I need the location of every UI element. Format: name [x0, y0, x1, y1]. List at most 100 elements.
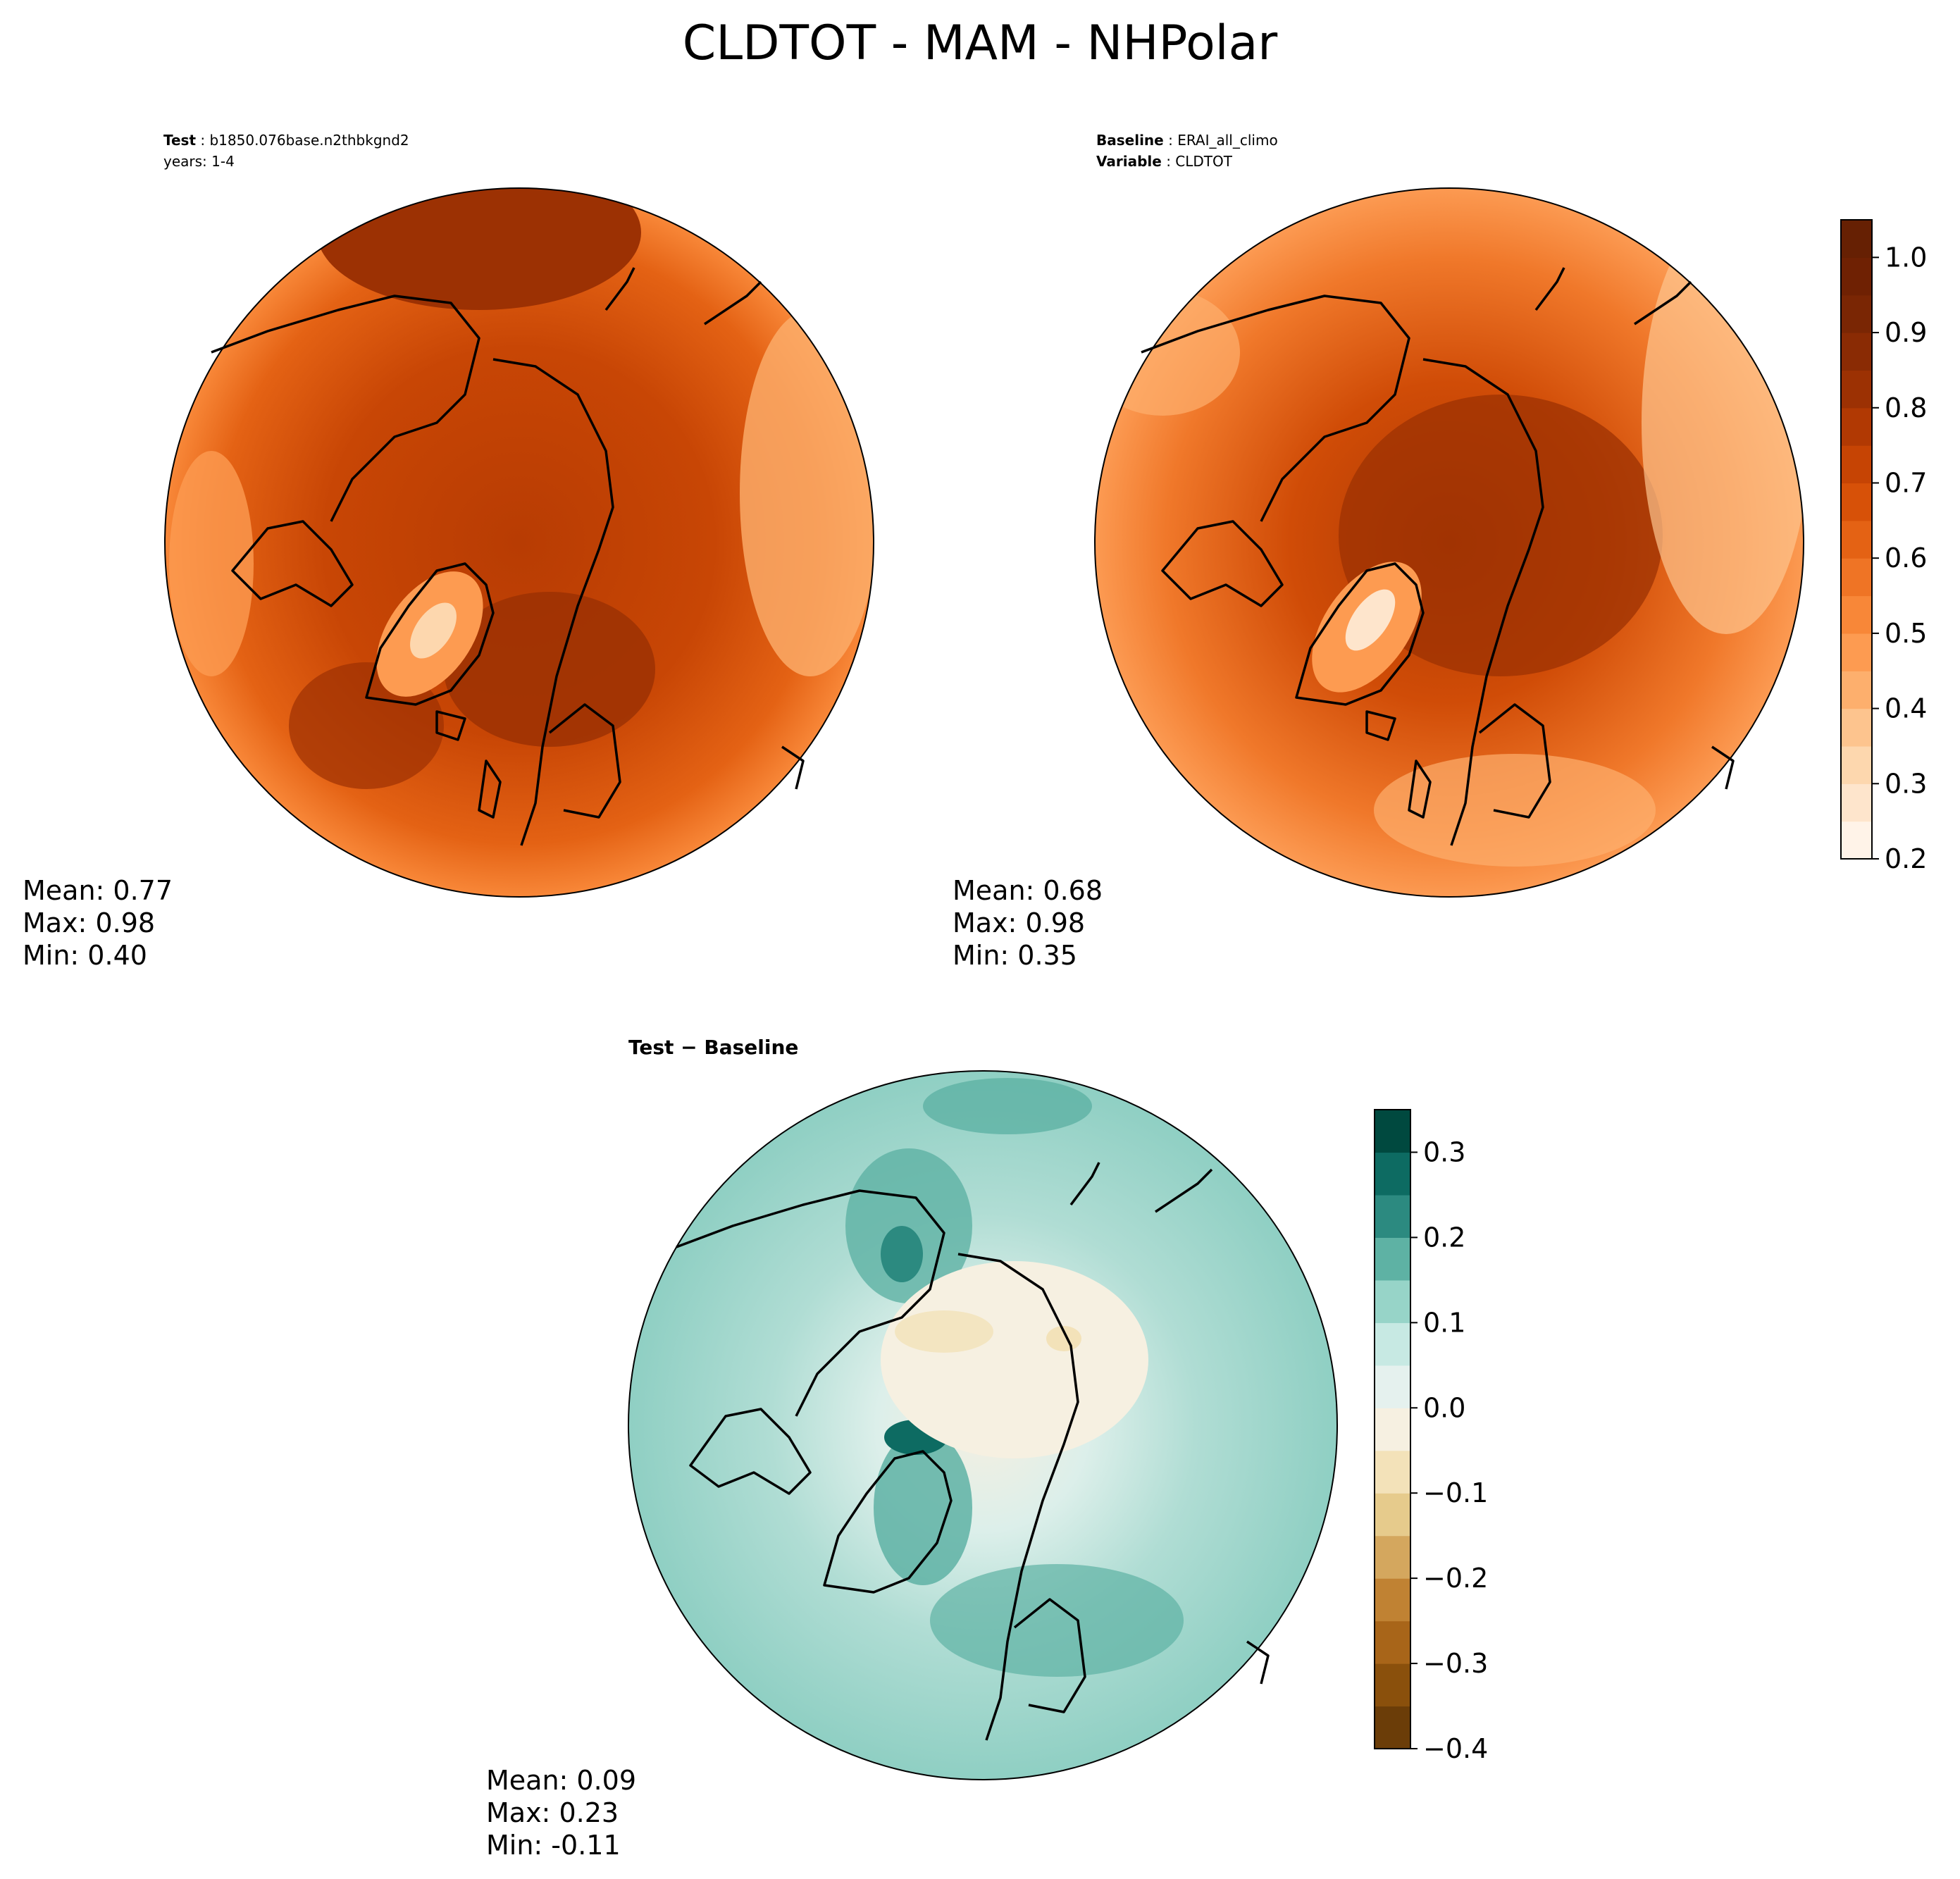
colorbar-segment [1375, 1110, 1410, 1153]
test-years: years: 1-4 [163, 153, 235, 170]
colorbar-segment [1841, 595, 1872, 634]
diff-map-regions [845, 1078, 1184, 1677]
colorbar-segment [1841, 671, 1872, 709]
diff-region-high-top [923, 1078, 1092, 1134]
colorbar-tick-label: −0.1 [1423, 1477, 1488, 1508]
colorbar-segment [1375, 1620, 1410, 1664]
colorbar-segment [1375, 1450, 1410, 1494]
colorbar-segment [1375, 1194, 1410, 1238]
test-region-high [317, 188, 641, 310]
colorbar-tick-label: 0.3 [1885, 768, 1927, 799]
baseline-region-low-nw [1095, 289, 1240, 416]
baseline-region-low-east [1642, 211, 1804, 634]
colorbar-segment [1841, 370, 1872, 409]
test-region-low-east [740, 310, 874, 676]
baseline-region-low-south [1374, 754, 1656, 867]
colorbar-segment [1841, 483, 1872, 521]
colorbar-segment [1841, 520, 1872, 559]
colorbar-segment [1375, 1408, 1410, 1451]
diff-min: Min: -0.11 [486, 1830, 621, 1861]
diff-max: Max: 0.23 [486, 1797, 619, 1828]
colorbar-segment [1841, 708, 1872, 747]
baseline-max: Max: 0.98 [953, 907, 1086, 938]
colorbar-tick-label: 0.8 [1885, 392, 1927, 423]
colorbar-segment [1375, 1578, 1410, 1622]
test-stats: Mean: 0.77 Max: 0.98 Min: 0.40 [23, 874, 173, 972]
test-case-name: b1850.076base.n2thbkgnd2 [209, 132, 409, 149]
colorbar-segment [1841, 333, 1872, 371]
diff-region-high-north [845, 1148, 972, 1303]
figure-title: CLDTOT - MAM - NHPolar [682, 15, 1278, 71]
diff-map-boundary [628, 1070, 1338, 1780]
colorbar-segment [1841, 745, 1872, 784]
colorbar-segment [1375, 1152, 1410, 1196]
diff-map [628, 1070, 1338, 1780]
diff-region-greenland [874, 1430, 972, 1585]
test-map-boundary [164, 187, 874, 898]
colorbar-segment [1841, 407, 1872, 446]
top-colorbar: 0.2 0.3 0.4 0.5 0.6 0.7 0.8 0.9 1.0 [1840, 219, 1927, 874]
colorbar-tick-label: −0.4 [1423, 1733, 1488, 1764]
colorbar-segment [1841, 220, 1872, 258]
test-greenland-min [410, 602, 457, 659]
baseline-mean: Mean: 0.68 [953, 875, 1103, 906]
diff-region-high-south [930, 1564, 1184, 1677]
colorbar-tick-label: 0.0 [1423, 1392, 1465, 1423]
colorbar-segment [1841, 294, 1872, 333]
colorbar-tick-label: −0.2 [1423, 1563, 1488, 1594]
colorbar-segment [1375, 1279, 1410, 1323]
baseline-header: Baseline : ERAI_all_climo Variable : CLD… [1096, 132, 1278, 170]
colorbar-tick-label: 0.2 [1885, 843, 1927, 874]
test-header: Test : b1850.076base.n2thbkgnd2 years: 1… [163, 130, 409, 172]
diff-coastlines [676, 1162, 1270, 1741]
baseline-map [1094, 187, 1804, 898]
variable-name: CLDTOT [1175, 153, 1232, 170]
colorbar-segment [1375, 1322, 1410, 1366]
colorbar-tick-label: 0.9 [1885, 317, 1927, 348]
colorbar-segment [1375, 1663, 1410, 1707]
colorbar-frame [1374, 1109, 1411, 1749]
colorbar-segment [1841, 257, 1872, 296]
test-mean: Mean: 0.77 [23, 875, 173, 906]
test-region-low-west [169, 451, 254, 676]
baseline-coastlines [1141, 267, 1735, 846]
diff-panel-title: Test − Baseline [628, 1036, 799, 1059]
colorbar-segment [1841, 558, 1872, 597]
test-region-high-2 [444, 592, 655, 747]
colorbar-tick-label: 0.6 [1885, 542, 1927, 573]
colorbar-segment [1375, 1365, 1410, 1408]
colorbar-segment [1375, 1237, 1410, 1281]
diff-colorbar: −0.4 −0.3 −0.2 −0.1 0.0 0.1 0.2 0.3 [1374, 1109, 1488, 1764]
baseline-stats: Mean: 0.68 Max: 0.98 Min: 0.35 [953, 874, 1103, 972]
baseline-greenland-min [1345, 589, 1396, 651]
baseline-label-key: Baseline [1096, 132, 1164, 149]
baseline-map-boundary [1094, 187, 1804, 898]
diff-region-neg-1 [895, 1310, 993, 1353]
colorbar-frame [1840, 219, 1873, 860]
colorbar-tick-label: 0.5 [1885, 618, 1927, 649]
diff-mean: Mean: 0.09 [486, 1765, 637, 1796]
diff-stats: Mean: 0.09 Max: 0.23 Min: -0.11 [486, 1764, 636, 1861]
colorbar-segment [1841, 633, 1872, 671]
baseline-case-name: ERAI_all_climo [1177, 132, 1278, 149]
variable-label-key: Variable [1096, 153, 1162, 170]
baseline-min: Min: 0.35 [953, 940, 1077, 971]
test-map [164, 187, 874, 898]
colorbar-tick-label: 0.7 [1885, 467, 1927, 498]
test-label-key: Test [163, 132, 197, 149]
colorbar-tick-label: 0.2 [1423, 1222, 1465, 1253]
diff-region-near-zero [881, 1261, 1148, 1458]
test-max: Max: 0.98 [23, 907, 156, 938]
colorbar-segment [1375, 1493, 1410, 1537]
test-min: Min: 0.40 [23, 940, 147, 971]
colorbar-tick-label: 1.0 [1885, 242, 1927, 273]
diff-region-max-north [881, 1226, 923, 1282]
colorbar-segment [1375, 1535, 1410, 1579]
test-coastlines [211, 267, 805, 846]
diff-region-neg-2 [1046, 1326, 1081, 1351]
colorbar-tick-label: −0.3 [1423, 1648, 1488, 1679]
colorbar-segment [1841, 445, 1872, 484]
colorbar-tick-label: 0.4 [1885, 693, 1927, 724]
colorbar-segment [1841, 783, 1872, 822]
